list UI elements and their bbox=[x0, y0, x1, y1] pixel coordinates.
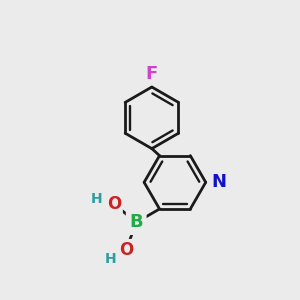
Text: N: N bbox=[212, 173, 227, 191]
Text: O: O bbox=[119, 241, 134, 259]
Text: F: F bbox=[146, 64, 158, 82]
Text: O: O bbox=[107, 195, 121, 213]
Text: H: H bbox=[91, 192, 103, 206]
Text: B: B bbox=[129, 213, 143, 231]
Text: H: H bbox=[105, 252, 117, 266]
